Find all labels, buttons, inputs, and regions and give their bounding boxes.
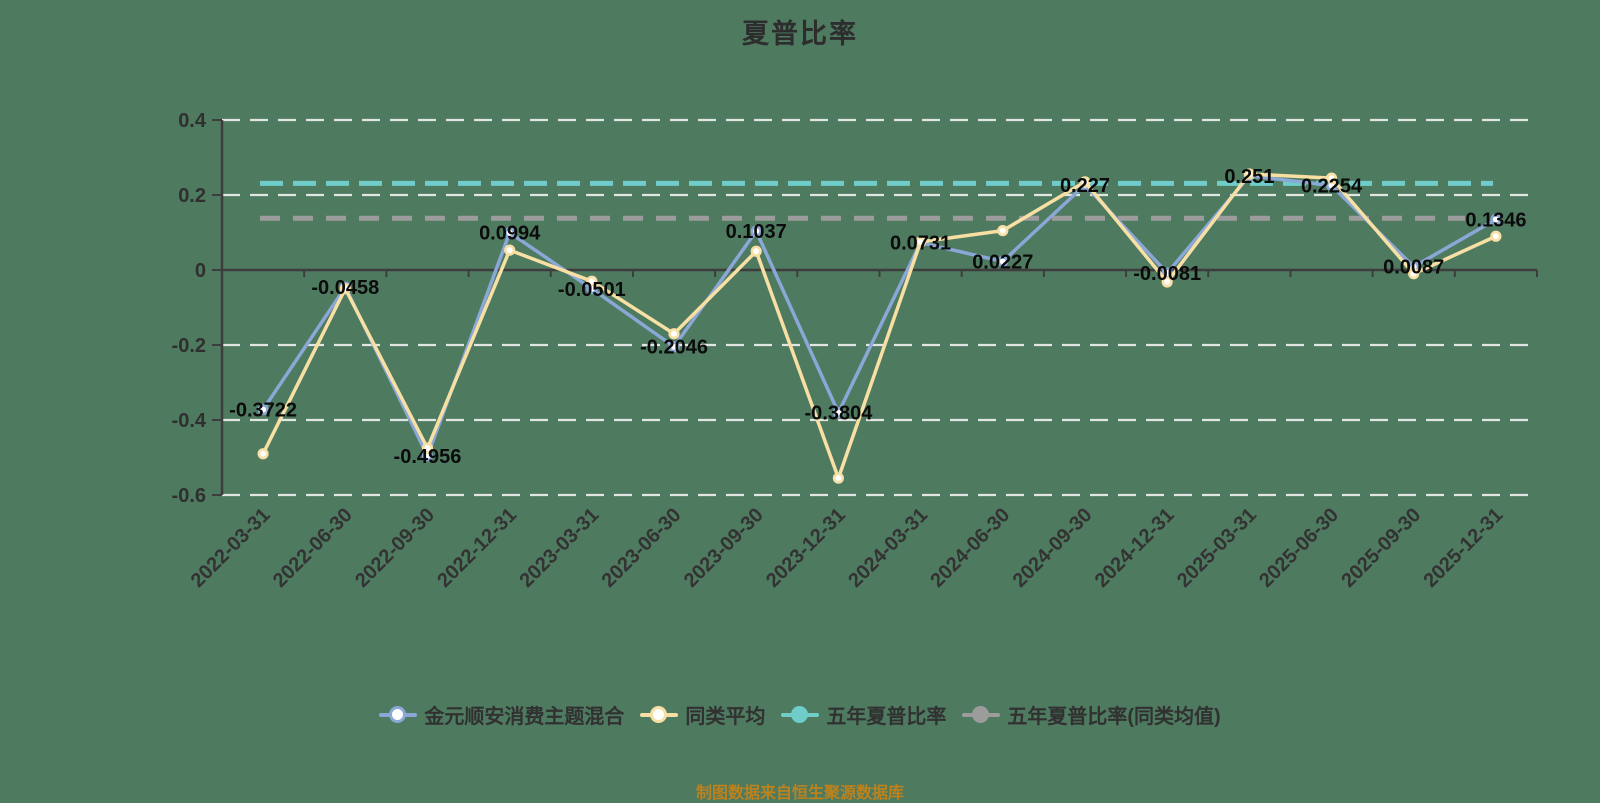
- peer-average-series-line: [261, 172, 1498, 480]
- x-tick-label: 2024-06-30: [926, 504, 1014, 592]
- legend-item-five-year-sharpe-peer-avg[interactable]: 五年夏普比率(同类均值): [962, 700, 1221, 729]
- data-point-value-label: -0.0501: [558, 279, 626, 301]
- peer-average-data-point[interactable]: [668, 328, 680, 340]
- peer-average-data-point[interactable]: [750, 245, 762, 257]
- line-ring-marker-icon: [640, 705, 679, 724]
- data-point-value-label: -0.4956: [394, 446, 462, 468]
- peer-average-data-point[interactable]: [339, 283, 351, 295]
- data-point-value-label: 0.0994: [479, 223, 541, 245]
- peer-average-data-point[interactable]: [1325, 172, 1338, 184]
- data-source-note: 制图数据来自恒生聚源数据库: [695, 785, 904, 802]
- peer-average-data-point[interactable]: [1408, 268, 1420, 280]
- data-point-value-label: 0.1346: [1465, 210, 1526, 232]
- x-tick-label: 2025-12-31: [1420, 504, 1508, 592]
- peer-average-data-point[interactable]: [586, 275, 598, 287]
- peer-average-data-point[interactable]: [997, 225, 1009, 237]
- peer-average-data-point[interactable]: [832, 472, 845, 484]
- peer-average-data-point[interactable]: [504, 244, 516, 256]
- legend-label-five-year-sharpe: 五年夏普比率: [826, 706, 947, 728]
- data-point-value-label: -0.0458: [311, 277, 379, 299]
- page-title: 夏普比率: [742, 19, 858, 49]
- x-tick-label: 2025-06-30: [1255, 504, 1343, 592]
- chart-legend: 金元顺安消费主题混合 同类平均 五年夏普比率 五年夏普比率(同类均值): [0, 700, 1600, 729]
- peer-average-data-point[interactable]: [421, 442, 434, 454]
- peer-average-data-point[interactable]: [1079, 176, 1091, 188]
- fund-data-point[interactable]: [1490, 213, 1502, 226]
- legend-item-five-year-sharpe[interactable]: 五年夏普比率: [781, 700, 946, 729]
- fund-series-line: [261, 174, 1498, 458]
- y-tick-label: -0.4: [172, 410, 207, 432]
- x-tick-label: 2022-03-31: [187, 504, 275, 592]
- peer-average-data-point[interactable]: [257, 448, 269, 460]
- x-tick-label: 2022-09-30: [351, 504, 439, 592]
- data-point-value-label: 0.0227: [972, 251, 1033, 273]
- data-point-value-label: 0.0731: [890, 233, 951, 255]
- data-point-value-label: 0.2254: [1301, 175, 1363, 197]
- fund-data-point[interactable]: [832, 407, 845, 419]
- x-tick-label: 2024-12-31: [1091, 504, 1179, 592]
- fund-data-point[interactable]: [997, 255, 1009, 268]
- line-dot-marker-icon: [781, 705, 820, 724]
- sharpe-ratio-line-chart: 0.40.20-0.2-0.4-0.62022-03-312022-06-302…: [172, 110, 1538, 592]
- x-tick-label: 2025-09-30: [1337, 504, 1425, 592]
- data-point-value-label: 0.1037: [726, 221, 787, 243]
- x-tick-label: 2023-12-31: [762, 504, 850, 592]
- data-point-value-label: -0.3804: [804, 403, 873, 425]
- legend-label-fund: 金元顺安消费主题混合: [424, 706, 625, 728]
- data-point-value-label: -0.2046: [640, 337, 708, 359]
- peer-average-data-point[interactable]: [1243, 168, 1255, 180]
- legend-label-five-year-sharpe-peer-avg: 五年夏普比率(同类均值): [1007, 706, 1221, 728]
- peer-average-data-point[interactable]: [1161, 276, 1173, 288]
- fund-data-point[interactable]: [668, 341, 680, 353]
- x-tick-label: 2024-03-31: [844, 504, 932, 592]
- x-tick-label: 2023-09-30: [680, 504, 768, 592]
- y-tick-label: 0.2: [178, 185, 206, 207]
- legend-item-fund[interactable]: 金元顺安消费主题混合: [379, 700, 624, 729]
- line-dot-marker-icon: [962, 705, 1001, 724]
- x-tick-label: 2025-03-31: [1173, 504, 1261, 592]
- fund-data-point[interactable]: [257, 403, 269, 416]
- y-tick-label: 0: [195, 260, 206, 282]
- peer-average-data-point[interactable]: [1490, 230, 1502, 242]
- data-point-value-label: 0.227: [1060, 175, 1110, 197]
- y-tick-label: 0.4: [178, 110, 207, 132]
- line-ring-marker-icon: [379, 705, 418, 724]
- data-point-value-label: 0.0087: [1383, 257, 1444, 279]
- y-tick-label: -0.2: [172, 335, 206, 357]
- y-tick-label: -0.6: [172, 485, 206, 507]
- peer-average-data-point[interactable]: [914, 236, 927, 248]
- data-point-value-label: 0.251: [1224, 166, 1274, 188]
- fund-data-point[interactable]: [750, 225, 762, 237]
- fund-data-point[interactable]: [504, 227, 516, 239]
- x-tick-label: 2023-03-31: [515, 504, 603, 592]
- x-tick-label: 2023-06-30: [598, 504, 686, 592]
- x-tick-label: 2024-09-30: [1009, 504, 1097, 592]
- data-point-value-label: -0.3722: [229, 400, 297, 422]
- x-tick-label: 2022-12-31: [433, 504, 521, 592]
- legend-item-peer-average[interactable]: 同类平均: [640, 700, 765, 729]
- legend-label-peer-average: 同类平均: [685, 706, 766, 728]
- data-point-value-label: -0.0081: [1133, 263, 1201, 285]
- x-tick-label: 2022-06-30: [269, 504, 357, 592]
